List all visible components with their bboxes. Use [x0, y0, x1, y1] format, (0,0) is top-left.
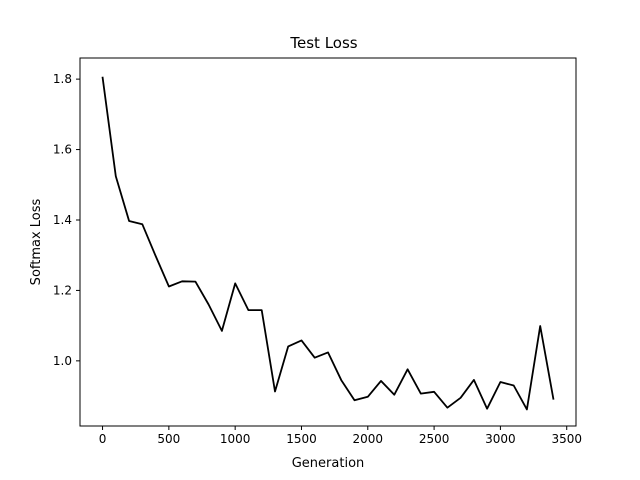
- x-tick-label: 1000: [220, 432, 251, 446]
- x-axis-label: Generation: [292, 456, 365, 471]
- x-tick-label: 1500: [286, 432, 317, 446]
- series-line: [101, 76, 555, 411]
- x-axis-ticks: 0 500 1000 1500 2000 2500 3000 3500: [99, 426, 582, 446]
- y-tick-label: 1.2: [53, 283, 72, 297]
- y-axis-ticks: 1.0 1.2 1.4 1.6 1.8: [53, 72, 80, 368]
- y-tick-label: 1.0: [53, 354, 72, 368]
- x-tick-label: 3500: [551, 432, 582, 446]
- x-tick-label: 2000: [353, 432, 384, 446]
- y-tick-label: 1.6: [53, 143, 72, 157]
- x-tick-label: 2500: [419, 432, 450, 446]
- x-tick-label: 500: [157, 432, 180, 446]
- y-axis-label: Softmax Loss: [29, 198, 44, 285]
- y-tick-label: 1.8: [53, 72, 72, 86]
- y-tick-label: 1.4: [53, 213, 72, 227]
- plot-frame: [79, 57, 577, 427]
- x-tick-label: 0: [99, 432, 107, 446]
- x-tick-label: 3000: [485, 432, 516, 446]
- chart-title: Test Loss: [289, 34, 357, 52]
